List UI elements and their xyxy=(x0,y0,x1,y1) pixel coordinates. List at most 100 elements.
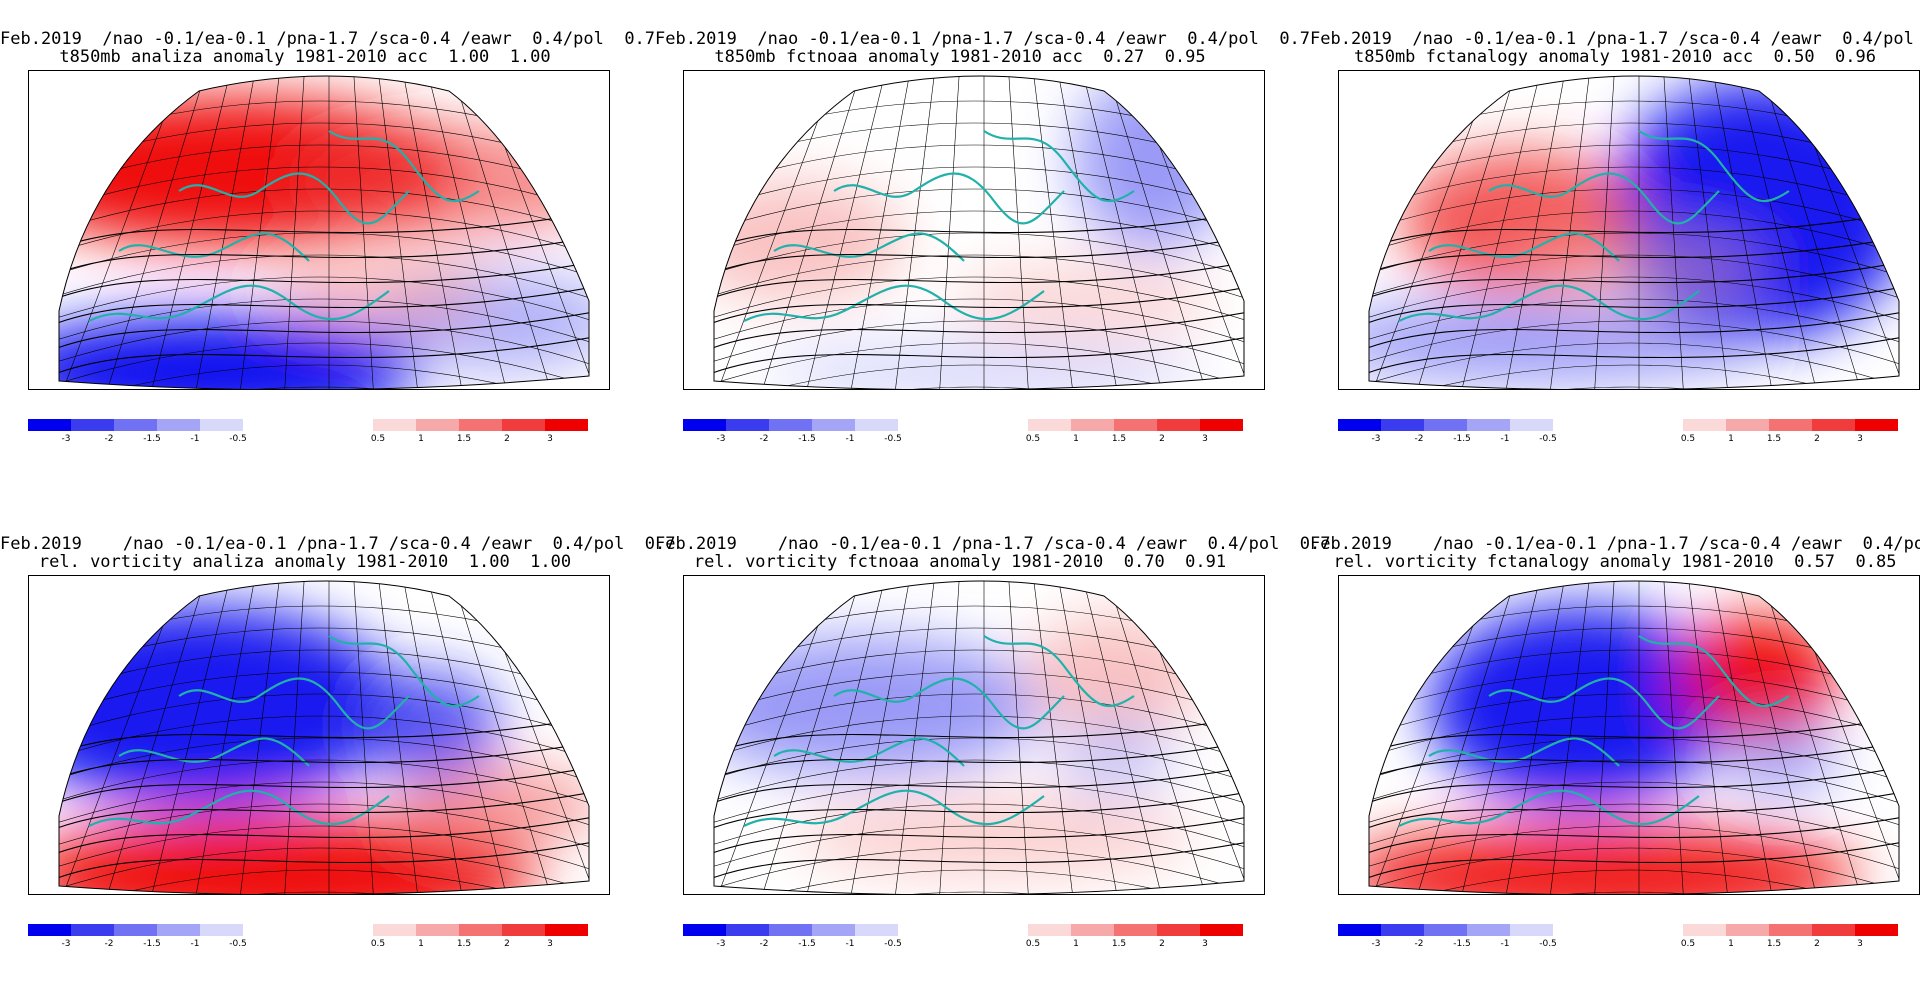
colorbar-swatch xyxy=(1726,924,1769,936)
colorbar-swatch xyxy=(683,419,726,431)
parallel-line xyxy=(714,781,1244,833)
colorbar-tick-label: 3 xyxy=(1202,434,1208,444)
colorbar-swatch xyxy=(1424,419,1467,431)
colorbar-tick-label: -1.5 xyxy=(143,434,161,444)
colorbar-tick-label: -1 xyxy=(845,939,855,949)
parallel-line xyxy=(1369,254,1899,306)
anomaly-region xyxy=(1429,606,1729,806)
colorbar-tick-label: 2 xyxy=(504,939,510,949)
contour-line xyxy=(714,260,1244,302)
colorbar-negative xyxy=(28,924,243,936)
colorbar-tick-label: 0.5 xyxy=(1025,939,1041,949)
meridian-line xyxy=(193,76,258,389)
contour-line xyxy=(714,840,1244,882)
coastline xyxy=(1638,635,1790,708)
meridian-line xyxy=(148,581,234,894)
colorbar-tick-label: -1.5 xyxy=(143,939,161,949)
contour-line xyxy=(59,765,589,807)
colorbar-positive xyxy=(1683,419,1898,431)
contour-line xyxy=(59,260,589,302)
colorbar-tick-label: 0.5 xyxy=(1025,434,1041,444)
colorbar-swatch xyxy=(502,419,545,431)
colorbar-tick-label: 1 xyxy=(1728,939,1734,949)
contour-line xyxy=(714,335,1244,377)
colorbar-tick-label: 1.5 xyxy=(456,939,472,949)
meridian-line xyxy=(283,581,306,894)
colorbar-tick-label: 1 xyxy=(1073,939,1079,949)
anomaly-region xyxy=(1074,76,1234,251)
map-panel-vort-noaa: Feb.2019 /nao -0.1/ea-0.1 /pna-1.7 /sca-… xyxy=(655,535,1331,985)
meridian-line xyxy=(1734,76,1820,389)
colorbar-swatch xyxy=(1769,419,1812,431)
parallel-line xyxy=(714,342,1244,389)
parallel-line xyxy=(59,847,589,894)
coastline xyxy=(118,737,310,767)
contour-line xyxy=(59,815,589,857)
colorbar-tick-label: 1 xyxy=(1728,434,1734,444)
coastline xyxy=(1428,737,1620,767)
anomaly-map xyxy=(1368,580,1900,894)
colorbar-ticks: -3 -2 -1.5 -1 -0.5 0.5 1 1.5 2 3 xyxy=(1310,939,1920,953)
meridian-line xyxy=(1458,76,1544,389)
parallel-line xyxy=(1369,342,1899,389)
meridian-line xyxy=(283,76,306,389)
parallel-line xyxy=(1369,693,1899,745)
colorbar-tick-label: -0.5 xyxy=(229,939,247,949)
colorbar-swatch xyxy=(200,419,243,431)
colorbar-negative xyxy=(28,419,243,431)
parallel-line xyxy=(714,276,1244,328)
meridian-line xyxy=(803,581,889,894)
parallel-line xyxy=(714,188,1244,240)
coastline xyxy=(1398,284,1700,322)
colorbar-tick-label: -0.5 xyxy=(1539,939,1557,949)
parallel-line xyxy=(59,869,589,894)
contour-line xyxy=(714,765,1244,807)
colorbar-swatch xyxy=(1114,924,1157,936)
contour-line xyxy=(59,335,589,377)
contour-line xyxy=(1369,840,1899,882)
colorbar-tick-label: -1 xyxy=(190,434,200,444)
colorbar-swatch xyxy=(1855,924,1898,936)
coastline xyxy=(743,789,1045,827)
coastline xyxy=(328,130,480,203)
colorbar-tick-label: 2 xyxy=(1814,939,1820,949)
parallel-line xyxy=(59,188,589,240)
colorbar-swatch xyxy=(855,924,898,936)
panel-title-indices: Feb.2019 /nao -0.1/ea-0.1 /pna-1.7 /sca-… xyxy=(1310,534,1920,554)
colorbar-tick-label: -2 xyxy=(759,939,769,949)
colorbar-tick-label: 1 xyxy=(418,939,424,949)
colorbar-tick-label: -2 xyxy=(1414,939,1424,949)
colorbar-tick-label: 3 xyxy=(1857,434,1863,444)
colorbar-ticks: -3 -2 -1.5 -1 -0.5 0.5 1 1.5 2 3 xyxy=(0,939,610,953)
colorbar-tick-label: 1.5 xyxy=(456,434,472,444)
meridian-line xyxy=(448,76,555,389)
contour-line xyxy=(1369,815,1899,857)
parallel-line xyxy=(1369,386,1899,389)
colorbar-swatch xyxy=(1510,419,1553,431)
colorbar-swatch xyxy=(28,419,71,431)
parallel-line xyxy=(714,166,1244,218)
coastline xyxy=(328,635,480,708)
parallel-line xyxy=(59,232,589,284)
colorbar-positive xyxy=(1028,419,1243,431)
parallel-line xyxy=(59,364,589,389)
contour-line xyxy=(59,235,589,277)
parallel-line xyxy=(714,803,1244,855)
anomaly-region xyxy=(269,261,489,321)
parallel-line xyxy=(714,759,1244,811)
colorbar-ticks: -3 -2 -1.5 -1 -0.5 0.5 1 1.5 2 3 xyxy=(655,434,1265,448)
parallel-line xyxy=(714,891,1244,894)
parallel-line xyxy=(1369,847,1899,894)
coastline xyxy=(773,737,965,767)
meridian-line xyxy=(848,581,913,894)
parallel-line xyxy=(1369,232,1899,284)
colorbar-swatch xyxy=(1381,924,1424,936)
contour-line xyxy=(59,310,589,352)
colorbar-swatch xyxy=(1071,924,1114,936)
contour-line xyxy=(714,210,1244,252)
colorbar-tick-label: 1 xyxy=(1073,434,1079,444)
colorbar-swatch xyxy=(1200,419,1243,431)
map-frame xyxy=(28,575,610,895)
anomaly-region xyxy=(1679,616,1839,736)
colorbar-swatch xyxy=(114,924,157,936)
